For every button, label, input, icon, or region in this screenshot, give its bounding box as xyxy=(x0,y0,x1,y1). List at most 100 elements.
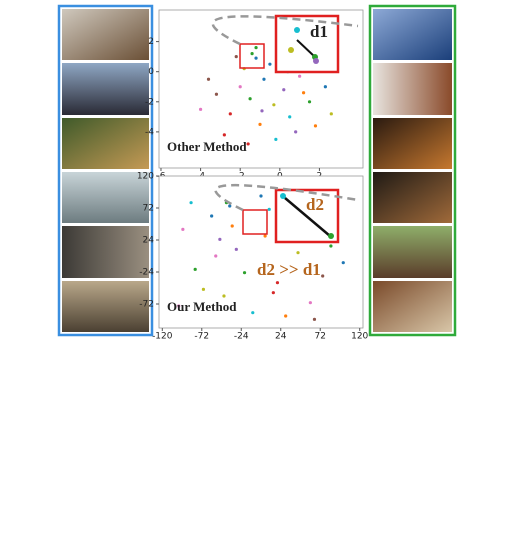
point xyxy=(234,55,238,59)
point xyxy=(254,56,258,60)
point xyxy=(296,251,300,255)
point xyxy=(301,91,306,95)
point xyxy=(263,234,267,238)
photo xyxy=(62,281,149,332)
x-tick-label: -72 xyxy=(194,332,209,341)
highlight-box xyxy=(239,43,265,69)
point xyxy=(262,77,266,81)
point xyxy=(274,137,278,142)
point xyxy=(284,314,288,318)
highlight-box xyxy=(242,209,268,235)
photo xyxy=(62,63,149,115)
distance-label: d1 xyxy=(310,22,328,41)
x-tick-label: -120 xyxy=(152,332,173,341)
point xyxy=(238,85,242,89)
zoom-point xyxy=(280,193,286,199)
point xyxy=(218,237,222,241)
point xyxy=(329,112,333,116)
method-label: Our Method xyxy=(167,299,237,314)
zoom-point xyxy=(328,233,334,239)
point xyxy=(201,287,206,291)
point xyxy=(214,254,218,258)
point xyxy=(251,311,255,315)
point xyxy=(341,261,345,265)
y-tick-label: 24 xyxy=(143,236,155,246)
point xyxy=(313,124,318,128)
point xyxy=(308,301,312,305)
photo xyxy=(62,9,149,60)
point xyxy=(268,62,272,66)
point xyxy=(312,317,317,321)
point xyxy=(258,122,262,126)
point xyxy=(275,281,280,285)
point xyxy=(222,133,226,137)
comparison-label: d2 >> d1 xyxy=(257,260,321,279)
photo xyxy=(373,172,452,223)
photo xyxy=(62,172,149,223)
point xyxy=(206,77,211,81)
point xyxy=(248,97,252,101)
point xyxy=(234,247,238,251)
point xyxy=(250,52,254,56)
point xyxy=(294,130,298,134)
point xyxy=(230,224,234,228)
distance-arrow xyxy=(284,197,331,237)
point xyxy=(193,267,197,271)
y-tick-label: 72 xyxy=(143,204,154,214)
zoom-inset xyxy=(274,14,340,74)
distance-arrow xyxy=(296,39,316,58)
panel-border xyxy=(368,4,457,337)
point xyxy=(181,227,185,231)
violin-images xyxy=(368,4,457,337)
photo xyxy=(373,118,452,169)
point xyxy=(323,85,327,89)
point xyxy=(329,244,333,248)
point xyxy=(288,115,292,119)
point xyxy=(321,274,325,278)
zoom-point xyxy=(288,47,294,53)
guitar-images xyxy=(57,4,154,337)
point xyxy=(271,291,275,295)
point xyxy=(259,194,263,198)
zoom-curve xyxy=(214,183,359,212)
x-tick-label: -24 xyxy=(234,332,249,341)
photo xyxy=(373,281,452,332)
y-tick-label: 0 xyxy=(148,67,154,77)
point xyxy=(228,204,232,208)
point xyxy=(222,294,226,298)
photo xyxy=(62,118,149,169)
point xyxy=(260,109,264,113)
photo xyxy=(373,63,452,115)
method-label: Other Method xyxy=(167,139,247,154)
point xyxy=(210,214,214,218)
photo xyxy=(373,9,452,60)
point xyxy=(177,304,181,308)
zoom-curve xyxy=(211,15,359,46)
y-tick-label: 2 xyxy=(148,37,154,47)
point xyxy=(246,142,250,146)
distance-label: d2 xyxy=(306,195,324,214)
y-tick-label: -24 xyxy=(139,268,154,278)
point xyxy=(198,107,203,111)
zoom-point xyxy=(313,58,319,64)
x-tick-label: 24 xyxy=(275,332,287,341)
y-tick-label: -72 xyxy=(139,300,154,310)
point xyxy=(267,207,271,211)
photo xyxy=(62,226,149,278)
y-tick-label: -4 xyxy=(145,127,154,137)
point xyxy=(307,100,312,104)
point xyxy=(272,103,276,107)
panel-border xyxy=(57,4,154,337)
point xyxy=(214,92,219,96)
point xyxy=(228,112,232,116)
x-tick-label: 120 xyxy=(351,332,368,341)
zoom-point xyxy=(294,27,300,33)
y-tick-label: 120 xyxy=(137,172,154,182)
point xyxy=(189,201,193,205)
y-tick-label: -2 xyxy=(145,97,154,107)
x-tick-label: 72 xyxy=(314,332,325,341)
point xyxy=(282,88,286,92)
